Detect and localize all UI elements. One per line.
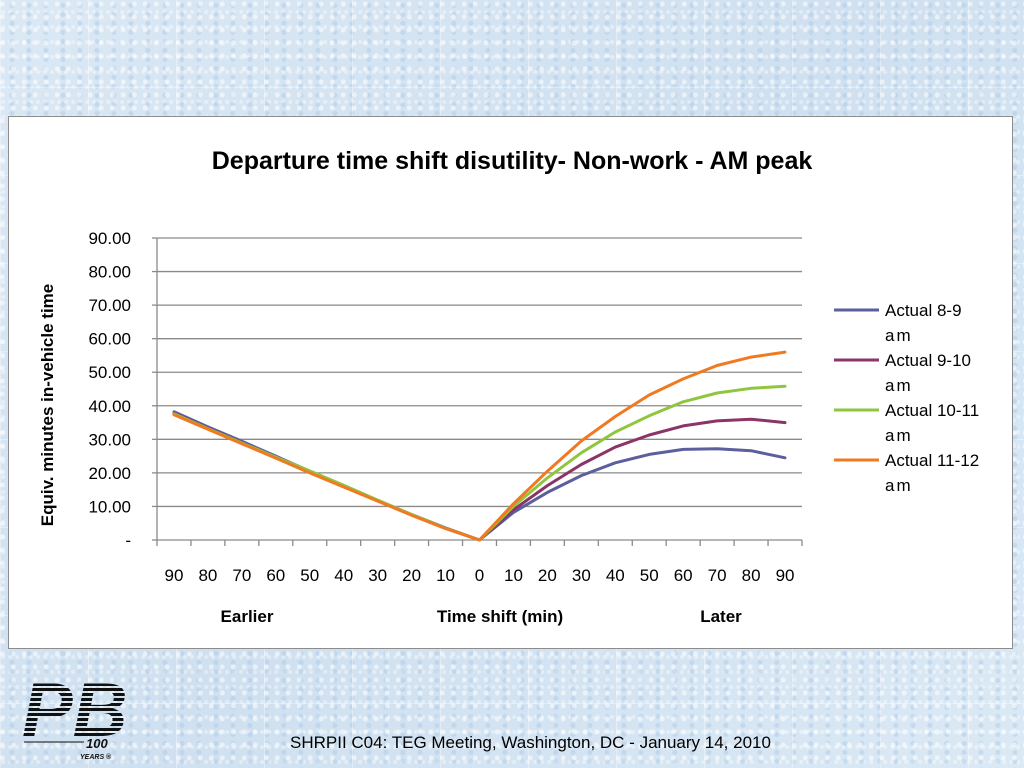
svg-text:YEARS ®: YEARS ® xyxy=(80,753,112,761)
x-tick-label: 10 xyxy=(436,566,455,585)
x-tick-label: 90 xyxy=(165,566,184,585)
x-tick-label: 90 xyxy=(776,566,795,585)
x-tick-label: 80 xyxy=(198,566,217,585)
x-tick-label: 10 xyxy=(504,566,523,585)
legend-label-suffix: am xyxy=(885,476,913,495)
footer-text: SHRPII C04: TEG Meeting, Washington, DC … xyxy=(290,733,771,752)
x-label-later: Later xyxy=(700,607,742,626)
x-tick-label: 60 xyxy=(266,566,285,585)
series-line xyxy=(172,410,787,542)
chart-panel: Departure time shift disutility- Non-wor… xyxy=(8,116,1013,649)
y-tick-label: 10.00 xyxy=(88,497,131,516)
y-tick-label: 80.00 xyxy=(88,263,131,282)
y-tick-label: 20.00 xyxy=(88,464,131,483)
y-axis-label: Equiv. minutes in-vehicle time xyxy=(38,284,57,526)
y-tick-label: 40.00 xyxy=(88,397,131,416)
legend-label: Actual 9-10 xyxy=(885,351,971,370)
x-tick-label: 70 xyxy=(708,566,727,585)
legend-label-suffix: am xyxy=(885,426,913,445)
y-tick-label: 50.00 xyxy=(88,363,131,382)
series-line xyxy=(172,384,787,542)
legend-label: Actual 8-9 xyxy=(885,301,962,320)
y-tick-labels: - 10.00 20.00 30.00 40.00 50.00 60.00 70.00 80.0… xyxy=(88,229,131,550)
line-chart: Departure time shift disutility- Non-wor… xyxy=(38,147,979,626)
x-tick-label: 30 xyxy=(368,566,387,585)
y-tick-label: 60.00 xyxy=(88,330,131,349)
legend-label: Actual 11-12 xyxy=(885,451,979,470)
x-tick-label: 40 xyxy=(606,566,625,585)
legend-label-suffix: am xyxy=(885,376,913,395)
x-tick-label: 70 xyxy=(232,566,251,585)
x-tick-label: 30 xyxy=(572,566,591,585)
x-tick-label: 50 xyxy=(300,566,319,585)
gridlines xyxy=(152,237,803,546)
x-tick-label: 0 xyxy=(475,566,484,585)
pb-logo: PB 100 YEARS ® xyxy=(22,668,128,761)
series-line xyxy=(172,411,787,542)
x-axis-label: Time shift (min) xyxy=(437,607,563,626)
y-tick-label: 90.00 xyxy=(88,229,131,248)
x-tick-labels: 90 80 70 60 50 40 30 20 10 0 10 20 30 40 50 60 70 80 90 xyxy=(165,566,795,585)
y-tick-label: 30.00 xyxy=(88,430,131,449)
x-tick-label: 60 xyxy=(674,566,693,585)
x-label-earlier: Earlier xyxy=(221,607,274,626)
y-tick-label: 70.00 xyxy=(88,296,131,315)
x-tick-label: 80 xyxy=(742,566,761,585)
legend-label-suffix: am xyxy=(885,326,913,345)
x-tick-label: 20 xyxy=(402,566,421,585)
x-tick-label: 40 xyxy=(334,566,353,585)
pb-logo-mark: PB 100 YEARS ® xyxy=(22,668,128,761)
y-tick-label: - xyxy=(125,531,131,550)
x-tick-label: 20 xyxy=(538,566,557,585)
x-tick-label: 50 xyxy=(640,566,659,585)
legend: Actual 8-9 am Actual 9-10 am Actual 10-11 am A… xyxy=(834,301,979,495)
series-line xyxy=(172,350,787,542)
series-lines xyxy=(172,350,787,542)
legend-label: Actual 10-11 xyxy=(885,401,979,420)
svg-text:PB: PB xyxy=(22,668,128,753)
svg-text:100: 100 xyxy=(86,736,108,751)
chart-title: Departure time shift disutility- Non-wor… xyxy=(212,147,813,175)
